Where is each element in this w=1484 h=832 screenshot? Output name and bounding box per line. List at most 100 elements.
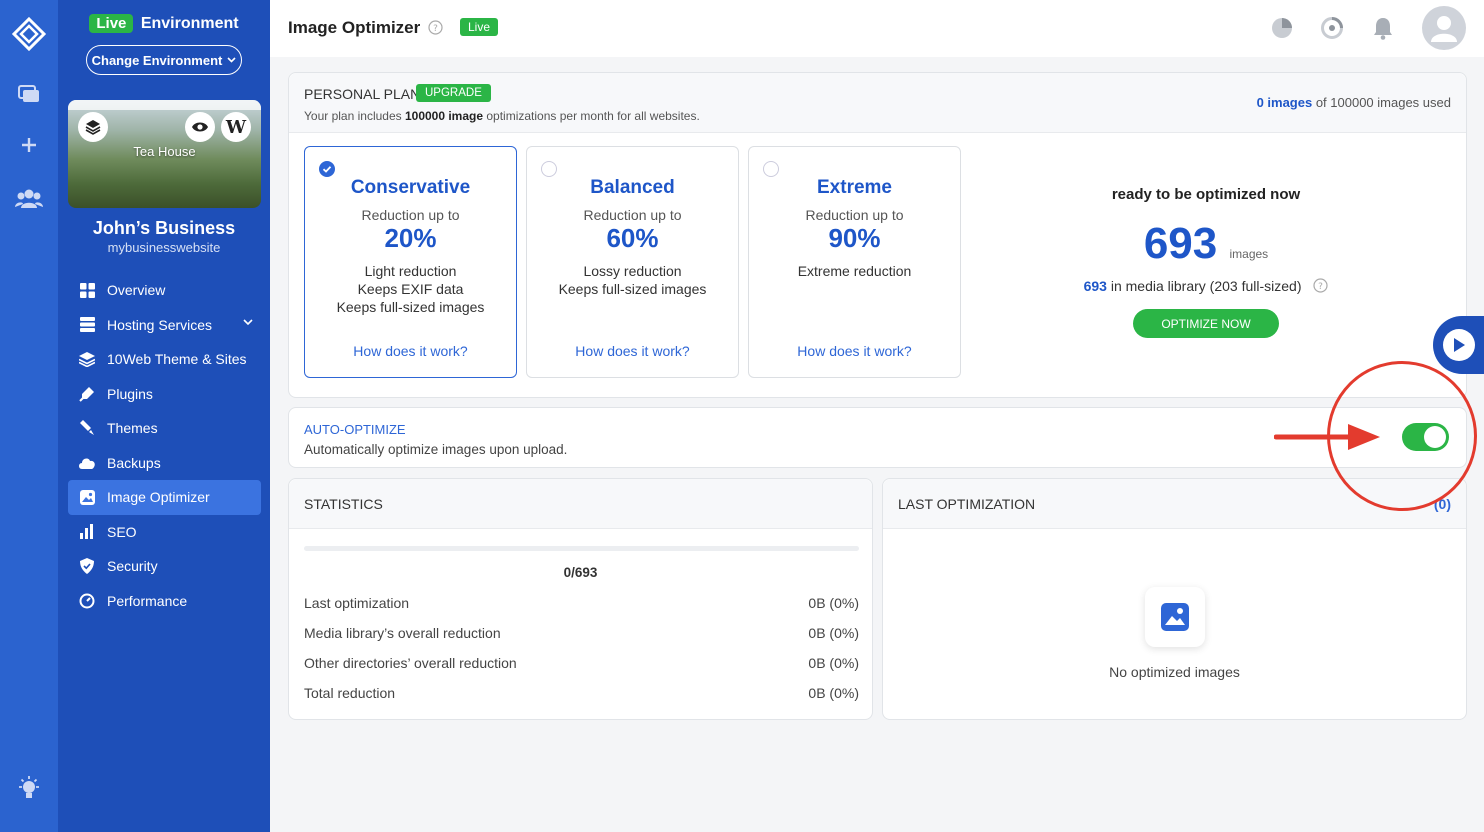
option-balanced[interactable]: Balanced Reduction up to 60% Lossy reduc… — [526, 146, 739, 378]
play-icon — [1443, 329, 1475, 361]
option-name: Balanced — [590, 177, 675, 198]
option-features: Light reduction Keeps EXIF data Keeps full… — [336, 263, 485, 315]
sidebar-item-performance[interactable]: Performance — [68, 584, 261, 619]
optimization-progress-bar — [304, 546, 859, 551]
plugin-icon — [78, 385, 96, 403]
plan-card: PERSONAL PLAN UPGRADE Your plan includes… — [288, 72, 1467, 398]
plan-description: Your plan includes 100000 image optimiza… — [304, 109, 700, 123]
ready-title: ready to be optimized now — [1111, 186, 1301, 203]
live-badge: Live — [460, 18, 499, 36]
bell-icon[interactable] — [1372, 16, 1394, 45]
sidebar-item-label: Performance — [107, 592, 188, 609]
sidebar-item-hosting-services[interactable]: Hosting Services — [68, 308, 261, 343]
empty-state-text: No optimized images — [1109, 664, 1240, 680]
sidebar-item-label: Plugins — [107, 385, 153, 402]
option-features: Extreme reduction — [797, 263, 912, 279]
site-thumbnail[interactable]: W Tea House — [68, 100, 261, 208]
option-name: Conservative — [350, 177, 471, 198]
lightbulb-icon[interactable] — [17, 776, 41, 809]
layers-icon[interactable] — [78, 112, 108, 142]
gauge-icon — [78, 592, 96, 610]
sidebar-item-backups[interactable]: Backups — [68, 446, 261, 481]
page-title: Image Optimizer — [288, 18, 421, 37]
sidebar-item-image-optimizer[interactable]: Image Optimizer — [68, 480, 261, 515]
change-environment-button[interactable]: Change Environment — [86, 45, 242, 75]
sidebar-item-label: 10Web Theme & Sites — [107, 351, 247, 368]
reduction-value: 20% — [384, 223, 437, 253]
sidebar-item-overview[interactable]: Overview — [68, 273, 261, 308]
sidebar-item-label: Image Optimizer — [107, 489, 210, 506]
change-environment-label: Change Environment — [91, 52, 223, 68]
image-icon — [78, 488, 96, 506]
image-placeholder-icon — [1145, 587, 1205, 647]
optimized-ratio: 0/693 — [563, 565, 598, 580]
sidebar: Live Environment Change Environment W Te… — [58, 0, 270, 832]
sidebar-item-seo[interactable]: SEO — [68, 515, 261, 550]
chevron-down-icon — [227, 57, 236, 63]
cloud-icon — [78, 454, 96, 472]
sidebar-item-label: Security — [107, 558, 158, 575]
help-icon[interactable]: ? — [428, 20, 443, 40]
reduction-value: 90% — [828, 223, 881, 253]
business-name: John’s Business — [92, 218, 236, 238]
eye-icon[interactable] — [185, 112, 215, 142]
how-it-works-link[interactable]: How does it work? — [575, 343, 690, 359]
site-domain: mybusinesswebsite — [107, 240, 221, 255]
windows-icon[interactable] — [0, 74, 58, 114]
how-it-works-link[interactable]: How does it work? — [797, 343, 912, 359]
pie-chart-icon[interactable] — [1270, 16, 1294, 45]
wordpress-icon[interactable]: W — [221, 112, 251, 142]
sidebar-item-label: Themes — [107, 420, 158, 437]
ready-unit: images — [1229, 247, 1269, 261]
sidebar-item-10web-theme-sites[interactable]: 10Web Theme & Sites — [68, 342, 261, 377]
optimize-now-button[interactable]: OPTIMIZE NOW — [1133, 309, 1279, 338]
env-live-badge: Live — [89, 14, 134, 33]
annotation-circle — [1327, 361, 1477, 511]
option-features: Lossy reduction Keeps full-sized images — [558, 263, 707, 297]
reduction-label: Reduction up to — [805, 207, 904, 223]
sidebar-item-plugins[interactable]: Plugins — [68, 377, 261, 412]
last-optimization-card: LAST OPTIMIZATION (0) No optimized image… — [882, 478, 1467, 720]
svg-text:?: ? — [433, 24, 438, 34]
images-used-count[interactable]: 0 images — [1256, 95, 1313, 110]
sidebar-item-security[interactable]: Security — [68, 549, 261, 584]
option-radio-checked[interactable] — [319, 161, 335, 177]
option-conservative[interactable]: Conservative Reduction up to 20% Light r… — [304, 146, 517, 378]
option-radio[interactable] — [541, 161, 557, 177]
media-library-count: 693 in media library (203 full-sized) ? — [961, 278, 1451, 294]
team-icon[interactable] — [0, 178, 58, 218]
shield-icon — [78, 557, 96, 575]
option-extreme[interactable]: Extreme Reduction up to 90% Extreme redu… — [748, 146, 961, 378]
chart-icon — [78, 523, 96, 541]
option-radio[interactable] — [763, 161, 779, 177]
env-label-text: Environment — [140, 15, 239, 32]
speed-icon[interactable] — [1320, 16, 1344, 45]
stat-row: Media library’s overall reduction 0B (0%) — [304, 625, 859, 641]
statistics-card: STATISTICS 0/693 Last optimization 0B (0%… — [288, 478, 873, 720]
environment-label: Live Environment — [58, 14, 270, 33]
hosting-icon — [78, 316, 96, 334]
video-tour-button[interactable] — [1433, 316, 1484, 374]
plan-name: PERSONAL PLAN — [304, 86, 421, 102]
auto-optimize-card: AUTO-OPTIMIZE Automatically optimize ima… — [288, 407, 1467, 468]
page-header: Image Optimizer ? Live — [270, 0, 1484, 57]
auto-optimize-description: Automatically optimize images upon uploa… — [304, 442, 568, 457]
option-name: Extreme — [817, 177, 892, 198]
add-icon[interactable] — [0, 125, 58, 165]
thumbnail-header-bar — [68, 100, 261, 110]
overview-icon — [78, 281, 96, 299]
logo-icon[interactable] — [0, 14, 58, 54]
sidebar-item-themes[interactable]: Themes — [68, 411, 261, 446]
reduction-label: Reduction up to — [361, 207, 460, 223]
stat-row: Other directories’ overall reduction 0B (… — [304, 655, 859, 671]
plan-header: PERSONAL PLAN UPGRADE Your plan includes… — [289, 73, 1466, 133]
chevron-down-icon[interactable] — [243, 318, 253, 326]
help-icon[interactable]: ? — [1313, 278, 1328, 293]
ready-count: 693 images — [1143, 219, 1269, 268]
sidebar-item-label: Overview — [107, 282, 166, 299]
stat-row: Total reduction 0B (0%) — [304, 685, 859, 701]
statistics-title: STATISTICS — [289, 479, 872, 529]
upgrade-button[interactable]: UPGRADE — [416, 84, 491, 102]
avatar[interactable] — [1422, 6, 1466, 50]
how-it-works-link[interactable]: How does it work? — [353, 343, 468, 359]
